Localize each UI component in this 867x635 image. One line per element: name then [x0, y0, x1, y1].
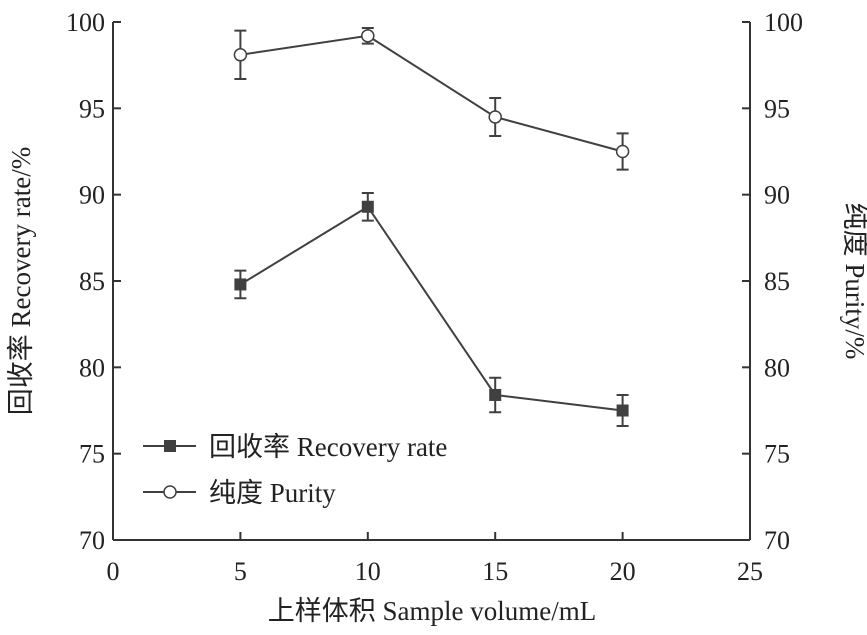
legend: 回收率 Recovery rate 纯度 Purity	[143, 432, 447, 508]
legend-label-purity: 纯度 Purity	[209, 478, 336, 508]
y2-tick-label: 100	[764, 8, 803, 37]
x-tick-label: 0	[107, 557, 120, 586]
data-point-recovery	[361, 200, 374, 213]
y2-tick-label: 80	[764, 353, 790, 382]
x-tick-label: 10	[355, 557, 381, 586]
data-point-purity	[233, 48, 248, 62]
data-point-purity	[488, 110, 502, 124]
x-tick-label: 5	[234, 557, 247, 586]
x-axis-title: 上样体积 Sample volume/mL	[268, 596, 596, 626]
y2-tick-label: 70	[764, 526, 790, 555]
y-tick-label: 90	[79, 181, 105, 210]
axes: 70 70 75 75 80 80 85 85 90 90 95 95 100 100 0 5 10 15 20 25	[66, 8, 803, 586]
y-tick-label: 70	[79, 526, 105, 555]
y2-tick-label: 75	[764, 440, 790, 469]
data-point-purity	[361, 29, 375, 43]
data-point-recovery	[489, 388, 502, 401]
data-point-recovery	[616, 404, 629, 417]
y2-tick-label: 85	[764, 267, 790, 296]
marks	[233, 27, 630, 428]
x-tick-label: 15	[482, 557, 508, 586]
legend-label-recovery: 回收率 Recovery rate	[209, 432, 447, 462]
x-tick-label: 25	[737, 557, 763, 586]
series-line-1	[240, 34, 623, 153]
y2-axis-title: 纯度 Purity/%	[840, 203, 867, 360]
y-tick-label: 100	[66, 8, 105, 37]
data-point-purity	[615, 144, 630, 159]
y-tick-label: 75	[79, 440, 105, 469]
y-axis-title: 回收率 Recovery rate/%	[6, 147, 36, 415]
y-tick-label: 95	[79, 94, 105, 123]
series-line-0	[239, 205, 623, 412]
y2-tick-label: 95	[764, 94, 790, 123]
x-tick-label: 20	[610, 557, 636, 586]
y-tick-label: 85	[79, 267, 105, 296]
y2-tick-label: 90	[764, 181, 790, 210]
y-tick-label: 80	[79, 353, 105, 382]
data-point-recovery	[234, 278, 247, 291]
legend-marker-purity	[163, 485, 177, 499]
legend-marker-recovery	[164, 440, 176, 452]
